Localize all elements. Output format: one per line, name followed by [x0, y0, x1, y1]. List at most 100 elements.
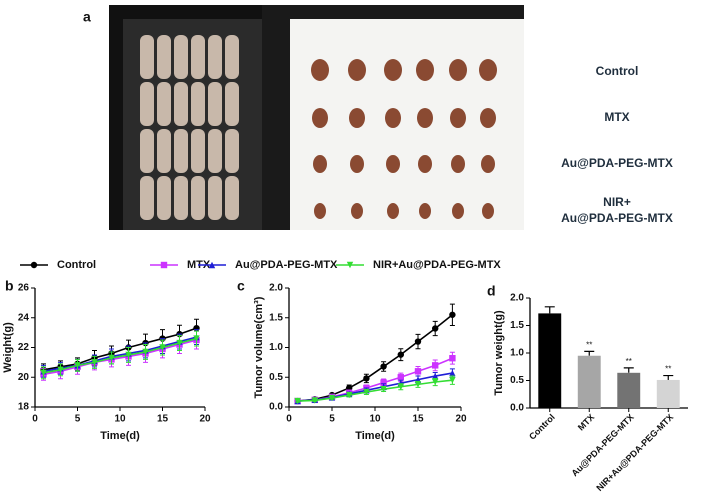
x-tick-label: 20	[455, 414, 467, 425]
x-axis-label: Time(d)	[100, 430, 140, 442]
group-label: Au@PDA-PEG-MTX	[561, 211, 673, 225]
legend-label: NIR+Au@PDA-PEG-MTX	[373, 259, 501, 271]
marker	[449, 377, 456, 384]
series-line	[297, 379, 453, 402]
y-tick-label: 26	[18, 283, 30, 294]
x-axis-label: Time(d)	[355, 430, 395, 442]
marker	[432, 378, 439, 386]
marker	[414, 338, 422, 345]
legend-marker	[346, 261, 354, 269]
marker	[57, 366, 64, 374]
marker	[91, 359, 98, 366]
series-line	[297, 357, 453, 402]
marker	[311, 397, 318, 404]
x-tick-label: Control	[527, 412, 557, 442]
marker	[397, 374, 404, 381]
y-tick-label: 20	[18, 372, 30, 383]
marker	[414, 368, 422, 375]
bar	[656, 379, 680, 408]
panel-label: d	[487, 283, 496, 299]
marker	[397, 351, 404, 358]
y-tick-label: 1.5	[269, 312, 283, 323]
marker	[380, 363, 387, 370]
x-tick-label: 20	[199, 414, 211, 425]
marker	[159, 344, 166, 351]
y-tick-label: 2.0	[510, 293, 524, 304]
x-tick-label: 15	[412, 414, 424, 425]
marker	[380, 385, 387, 393]
significance-label: **	[626, 357, 632, 366]
error-bar	[663, 374, 674, 380]
marker	[432, 372, 439, 380]
error-bar	[584, 350, 595, 356]
y-tick-label: 1.0	[269, 342, 283, 353]
series-line	[43, 327, 197, 371]
x-tick-label: 5	[329, 414, 335, 425]
y-tick-label: 2.0	[269, 283, 283, 294]
y-tick-label: 24	[18, 312, 30, 323]
photo	[109, 5, 524, 230]
marker	[363, 388, 370, 396]
series-line	[297, 372, 453, 402]
group-label: Au@PDA-PEG-MTX	[561, 156, 673, 170]
marker	[142, 348, 149, 356]
x-tick-label: 15	[157, 414, 169, 425]
marker	[125, 351, 132, 359]
y-tick-label: 1.0	[510, 348, 524, 359]
y-axis-label: Weight(g)	[2, 322, 14, 373]
marker	[346, 391, 353, 399]
series-line	[43, 339, 197, 376]
x-tick-label: 0	[286, 414, 292, 425]
bar	[538, 313, 562, 408]
x-tick-label: MTX	[576, 412, 597, 433]
marker	[193, 335, 200, 342]
y-tick-label: 0.0	[269, 402, 283, 413]
significance-label: **	[665, 365, 671, 374]
x-tick-label: 5	[75, 414, 81, 425]
panel-label: b	[5, 278, 14, 294]
y-axis-label: Tumor weight(g)	[493, 310, 505, 396]
marker	[449, 311, 456, 318]
marker	[449, 369, 456, 377]
group-label: Control	[596, 64, 639, 78]
bar	[577, 355, 601, 408]
legend-label: Control	[57, 259, 96, 271]
significance-label: **	[586, 340, 592, 349]
marker	[328, 394, 336, 402]
legend-label: Au@PDA-PEG-MTX	[235, 259, 338, 271]
marker	[414, 381, 422, 388]
legend-marker	[160, 261, 168, 269]
marker	[449, 355, 456, 362]
group-label: MTX	[604, 110, 629, 124]
y-tick-label: 22	[18, 342, 30, 353]
marker	[432, 325, 439, 332]
marker	[108, 354, 115, 362]
series-line	[297, 314, 453, 402]
group-label: NIR+	[603, 195, 631, 209]
marker	[40, 369, 47, 376]
error-bar	[623, 367, 634, 373]
x-tick-label: 10	[114, 414, 126, 425]
x-tick-label: 0	[32, 414, 38, 425]
marker	[397, 383, 404, 390]
x-tick-label: 10	[369, 414, 381, 425]
marker	[176, 339, 183, 347]
series-line	[43, 337, 197, 374]
marker	[74, 362, 81, 369]
marker	[294, 397, 301, 405]
marker	[363, 375, 370, 382]
y-tick-label: 0.5	[269, 372, 283, 383]
y-axis-label: Tumor volume(cm³)	[253, 296, 265, 398]
legend-marker	[30, 261, 38, 269]
y-tick-label: 0.5	[510, 375, 524, 386]
legend-marker	[208, 261, 216, 269]
y-tick-label: 18	[18, 402, 30, 413]
marker	[432, 362, 439, 369]
marker	[380, 379, 387, 386]
error-bar	[544, 306, 555, 314]
bar	[617, 372, 641, 408]
panel-label: c	[237, 278, 245, 294]
y-tick-label: 0.0	[510, 403, 524, 414]
y-tick-label: 1.5	[510, 320, 524, 331]
